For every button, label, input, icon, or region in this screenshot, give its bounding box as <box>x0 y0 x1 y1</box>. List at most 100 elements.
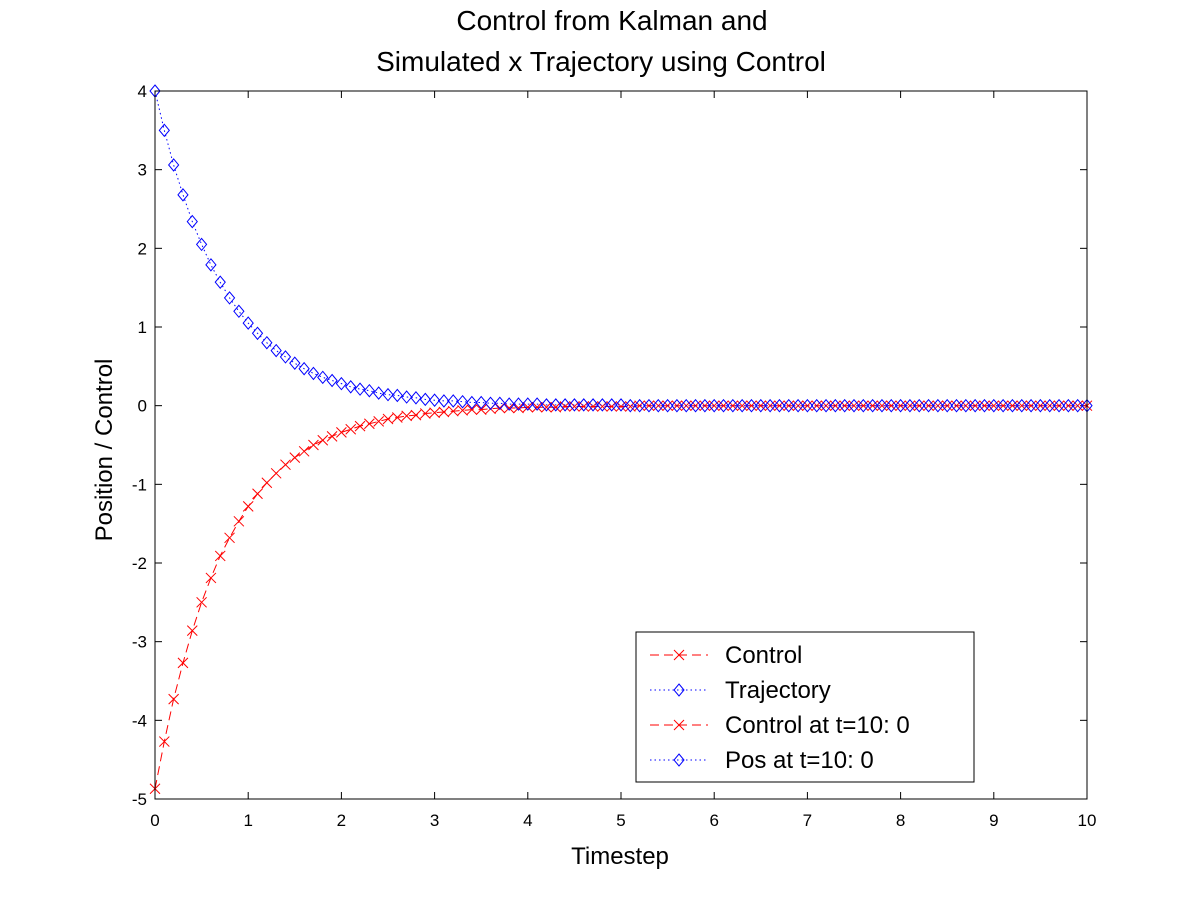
data-point <box>410 391 422 405</box>
data-point <box>438 406 450 418</box>
data-point <box>1025 398 1037 413</box>
data-point <box>866 398 879 413</box>
data-point <box>979 400 990 412</box>
data-point <box>280 459 291 471</box>
data-point <box>196 596 207 608</box>
data-point <box>447 394 459 408</box>
x-marker-stroke-b <box>783 400 795 412</box>
x-marker-stroke-b <box>643 400 655 412</box>
data-point <box>745 398 758 413</box>
x-axis-ticks: 0 1 2 3 4 5 6 7 8 9 10 <box>150 91 1096 830</box>
data-point <box>419 392 431 407</box>
data-point <box>289 452 301 463</box>
data-point <box>941 398 953 413</box>
data-point <box>541 401 552 413</box>
data-point <box>298 445 310 457</box>
x-marker-stroke-b <box>541 401 552 413</box>
data-point <box>969 400 981 412</box>
data-point <box>335 376 348 391</box>
data-point <box>634 400 645 412</box>
x-marker-stroke-b <box>158 736 170 747</box>
x-marker-stroke-b <box>242 501 254 512</box>
data-point <box>717 398 730 413</box>
x-axis-label: Timestep <box>571 843 669 870</box>
data-point <box>727 398 739 413</box>
legend-label: Control <box>725 642 802 669</box>
data-point <box>345 380 357 394</box>
data-point <box>512 397 525 411</box>
data-point <box>401 410 412 422</box>
x-tick-label: 7 <box>803 811 812 830</box>
data-point <box>839 400 851 412</box>
data-point <box>988 398 1000 413</box>
x-marker-stroke-b <box>233 515 245 527</box>
legend-marker <box>673 753 685 767</box>
data-point <box>764 398 776 413</box>
x-marker-stroke-b <box>1016 400 1028 412</box>
data-point <box>885 400 897 412</box>
data-point <box>624 398 636 413</box>
data-point <box>167 158 180 172</box>
x-marker-stroke-b <box>289 452 301 463</box>
data-point <box>718 400 729 412</box>
data-point <box>727 400 739 412</box>
chart-title: Control from Kalman and Simulated x Traj… <box>376 5 826 77</box>
data-point <box>904 400 916 412</box>
x-marker-stroke-b <box>308 439 319 451</box>
data-point <box>326 430 338 442</box>
legend-entry: Trajectory <box>650 677 831 704</box>
data-point <box>158 736 170 747</box>
x-marker-stroke-b <box>531 401 543 413</box>
data-point <box>689 398 702 413</box>
y-tick-label: 4 <box>138 82 147 101</box>
x-marker-stroke-b <box>746 400 757 412</box>
data-point <box>773 398 786 413</box>
x-marker-stroke-b <box>419 408 431 419</box>
data-point <box>540 398 553 412</box>
data-point <box>373 386 385 400</box>
x-marker-stroke-b <box>913 400 925 412</box>
data-point <box>550 401 562 413</box>
data-point <box>391 412 403 423</box>
x-marker-stroke-b <box>205 572 217 584</box>
data-point <box>177 657 189 669</box>
x-marker-stroke-b <box>1044 400 1056 412</box>
data-point <box>932 398 944 413</box>
x-marker-stroke-b <box>513 402 524 414</box>
x-marker-stroke-b <box>969 400 981 412</box>
x-tick-label: 10 <box>1078 811 1097 830</box>
data-point <box>195 237 208 252</box>
data-point <box>1034 398 1047 413</box>
x-marker-stroke-b <box>447 405 459 417</box>
x-marker-stroke-b <box>457 405 468 416</box>
y-tick-label: -5 <box>132 790 147 809</box>
data-point <box>233 515 245 527</box>
data-point <box>997 400 1009 412</box>
x-marker-stroke-b <box>438 406 450 418</box>
data-point <box>363 383 376 398</box>
data-point <box>429 407 440 419</box>
x-marker-stroke-b <box>755 400 767 412</box>
x-marker-stroke-b <box>876 400 888 412</box>
data-point <box>755 400 767 412</box>
data-point <box>1016 400 1028 412</box>
data-point <box>969 398 981 413</box>
legend-entry: Control at t=10: 0 <box>650 712 910 739</box>
x-tick-label: 2 <box>337 811 346 830</box>
data-point <box>839 398 851 413</box>
data-point <box>1025 400 1037 412</box>
data-point <box>913 400 925 412</box>
y-tick-label: 3 <box>138 161 147 180</box>
data-point <box>1062 398 1075 413</box>
y-tick-label: 0 <box>138 397 147 416</box>
data-point <box>391 388 403 403</box>
data-point <box>848 398 860 413</box>
data-point <box>680 398 692 413</box>
data-point <box>783 398 795 413</box>
x-marker-stroke-b <box>673 719 685 731</box>
x-tick-label: 0 <box>150 811 159 830</box>
x-tick-label: 1 <box>243 811 252 830</box>
data-point <box>699 398 711 413</box>
x-tick-label: 8 <box>896 811 905 830</box>
x-marker-stroke-b <box>904 400 916 412</box>
